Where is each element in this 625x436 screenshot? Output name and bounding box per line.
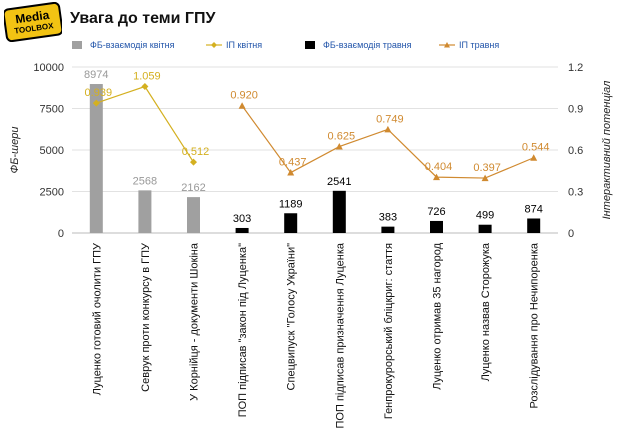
bar-label-0-1: 2568	[133, 175, 157, 187]
point-3-7	[433, 173, 440, 181]
bar-label-0-0: 8974	[84, 69, 108, 81]
point-label-1-0: 0.939	[85, 87, 113, 99]
bar-2-8	[478, 224, 492, 233]
category-label-7: Луценко отримав 35 нагород	[432, 242, 444, 389]
point-3-9	[530, 154, 538, 161]
bar-label-0-2: 2162	[181, 182, 205, 194]
point-label-3-6: 0.749	[376, 113, 404, 125]
bar-2-6	[381, 226, 395, 233]
bar-0-2	[187, 197, 200, 233]
category-label-5: ПОП підписав призначення Луценка	[334, 242, 346, 428]
y-tick-label-3: 7500	[40, 104, 64, 116]
bar-label-2-3: 303	[233, 213, 251, 225]
bar-label-2-6: 383	[379, 212, 397, 224]
y-tick-label-1: 2500	[40, 187, 64, 199]
y2-tick-label-2: 0.6	[568, 145, 583, 157]
category-label-0: Луценко готовий очолити ГПУ	[91, 242, 103, 395]
bar-label-2-5: 2541	[327, 176, 351, 188]
point-label-3-5: 0.625	[328, 131, 356, 143]
bar-label-2-7: 726	[427, 206, 445, 218]
category-label-9: Розслідування про Нечипоренка	[529, 242, 541, 408]
legend-marker-1	[211, 42, 217, 48]
point-3-4	[287, 169, 295, 176]
y-axis-title: ФБ-шери	[9, 126, 21, 173]
point-label-3-7: 0.404	[425, 161, 453, 173]
bar-2-3	[235, 227, 249, 233]
category-labels: Луценко готовий очолити ГПУ Севрук проти …	[91, 242, 540, 428]
bar-label-2-4: 1189	[279, 198, 303, 210]
y2-tick-label-3: 0.9	[568, 104, 583, 116]
legend: ФБ-взаємодія квітня ІП квітня ФБ-взаємодія…	[72, 40, 499, 50]
category-label-6: Генпрокурорський бліцкриг: стаття	[383, 243, 395, 419]
point-1-1	[141, 83, 149, 91]
media-toolbox-logo: Media TOOLBOX	[4, 2, 62, 42]
point-3-6	[384, 125, 392, 133]
y2-tick-label-4: 1.2	[568, 62, 583, 74]
category-label-4: Спецвипуск "Голосу України"	[286, 243, 298, 391]
bar-0-1	[138, 190, 152, 233]
bar-0-0	[89, 84, 103, 233]
legend-marker-3	[444, 42, 450, 48]
category-label-2: У Корнійця - документи Шокіна	[189, 242, 201, 401]
bars	[89, 84, 541, 233]
logo-line1: Media	[14, 8, 50, 27]
legend-label-2: ФБ-взаємодія травня	[323, 40, 412, 50]
y-tick-label-4: 10000	[33, 62, 64, 74]
y-tick-label-0: 0	[58, 228, 64, 240]
category-label-3: ПОП підписав "закон під Луценка"	[237, 243, 249, 417]
y-tick-label-2: 5000	[40, 145, 64, 157]
point-label-3-8: 0.397	[473, 162, 501, 174]
bar-2-7	[430, 220, 443, 233]
point-3-5	[335, 143, 343, 150]
point-1-2	[190, 158, 197, 166]
point-1-0	[92, 99, 100, 107]
point-label-3-3: 0.920	[230, 90, 258, 102]
axes: 0 2500 5000 7500 10000 0 0.3 0.6 0.9 1.2 ФБ-шери Ін…	[9, 62, 613, 240]
point-3-8	[481, 174, 489, 182]
category-label-8: Луценко назвав Сторожука	[480, 242, 492, 381]
legend-label-3: ІП травня	[459, 40, 499, 50]
data-labels: 8974 2568 2162 303 1189 2541 383 726 499 874 0.939…	[84, 69, 549, 225]
y2-axis-title: Інтерактивний потенціал	[601, 81, 613, 220]
y2-tick-label-1: 0.3	[568, 187, 583, 199]
point-label-3-9: 0.544	[522, 142, 550, 154]
legend-label-0: ФБ-взаємодія квітня	[90, 40, 175, 50]
point-3-3	[238, 102, 246, 109]
bar-2-4	[284, 213, 298, 233]
point-label-3-4: 0.437	[279, 157, 307, 169]
point-label-1-1: 1.059	[133, 71, 161, 83]
legend-swatch-0	[72, 41, 82, 49]
bar-2-5	[332, 190, 346, 233]
bar-2-9	[527, 218, 541, 233]
legend-swatch-2	[305, 41, 315, 49]
bar-label-2-9: 874	[525, 203, 543, 215]
chart-title: Увага до теми ГПУ	[70, 10, 216, 27]
y2-tick-label-0: 0	[568, 228, 574, 240]
bar-label-2-8: 499	[476, 210, 494, 222]
category-label-1: Севрук проти конкурсу в ГПУ	[140, 242, 152, 392]
legend-label-1: ІП квітня	[226, 40, 262, 50]
point-label-1-2: 0.512	[182, 146, 210, 158]
lines	[92, 83, 538, 182]
